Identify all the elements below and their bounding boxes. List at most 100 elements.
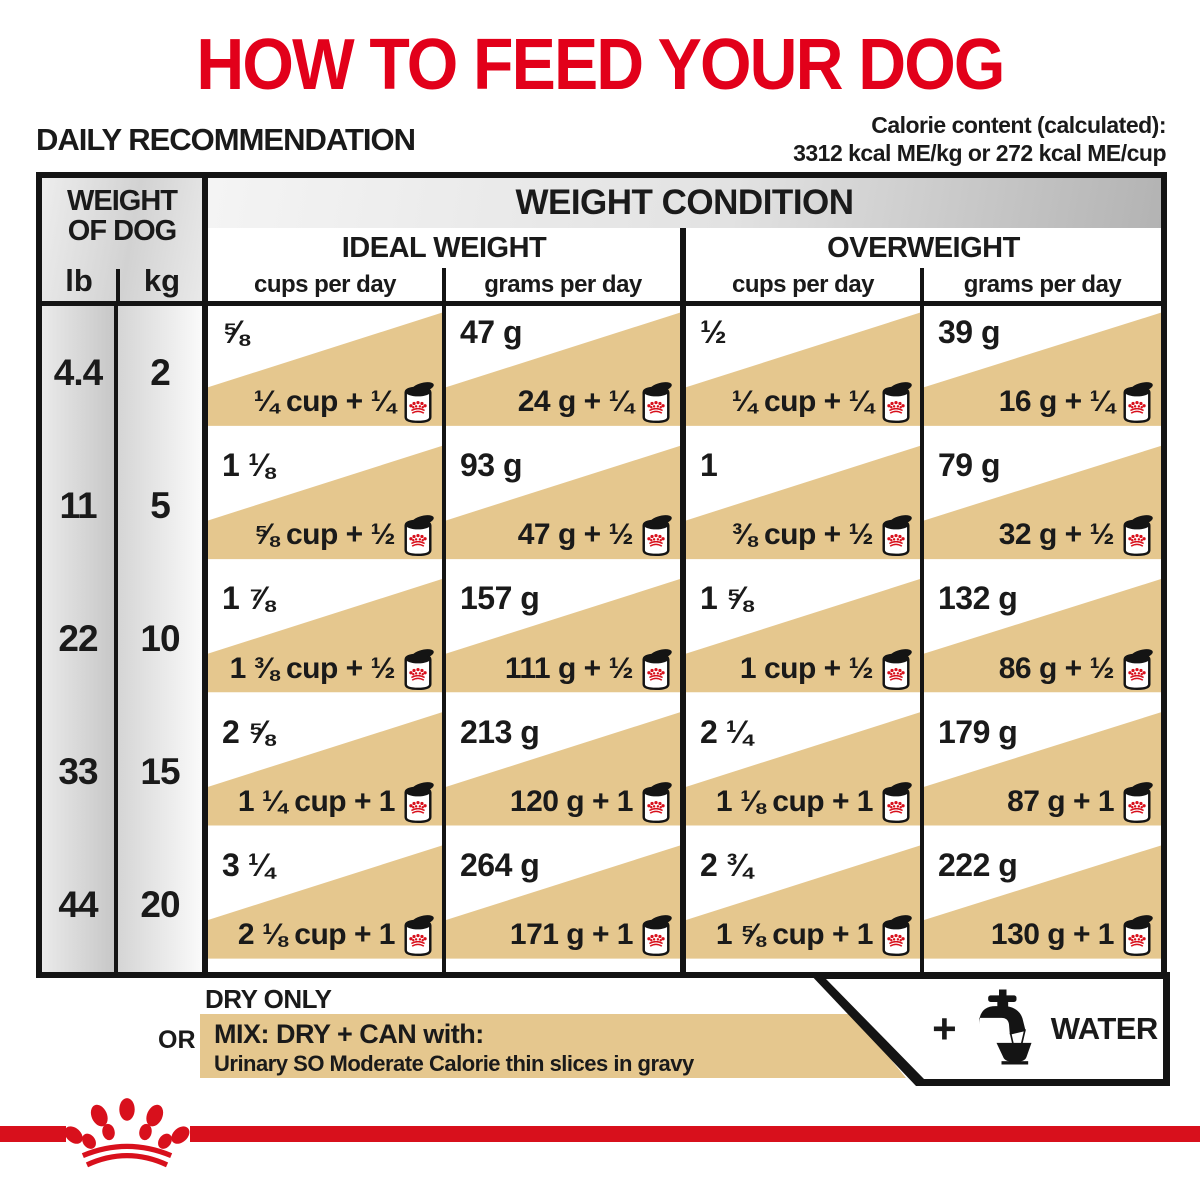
mix-value: ⅜ cup + ½ <box>732 513 913 557</box>
mix-value: 16 g + ¼ <box>999 380 1154 424</box>
dry-value: 1 ⅞ <box>222 580 274 617</box>
can-icon <box>1120 647 1154 691</box>
lb-value: 44 <box>58 884 98 926</box>
water-faucet-icon <box>969 989 1039 1070</box>
mix-value: 1 ⅜ cup + ½ <box>230 647 435 691</box>
can-icon <box>879 780 913 824</box>
overweight-cups-column-header: cups per day <box>686 268 924 306</box>
kg-value: 20 <box>140 884 180 926</box>
can-icon <box>401 780 435 824</box>
dry-value: 157 g <box>460 580 540 617</box>
dry-value: 3 ¼ <box>222 846 274 883</box>
feeding-cell: 93 g 47 g + ½ <box>446 439 686 573</box>
feeding-cell: ⅝ ¼ cup + ¼ <box>208 306 446 440</box>
feeding-cell: 2 ⅝ 1 ¼ cup + 1 <box>208 705 446 839</box>
can-icon <box>1120 513 1154 557</box>
feeding-cell: 1 ⅜ cup + ½ <box>686 439 924 573</box>
kg-value: 5 <box>150 484 171 526</box>
calorie-line-2: 3312 kcal ME/kg or 272 kcal ME/cup <box>793 139 1166 166</box>
lb-value: 22 <box>58 617 98 659</box>
dry-value: 2 ⅝ <box>222 713 274 750</box>
lb-value: 33 <box>58 751 98 793</box>
can-icon <box>639 513 673 557</box>
feeding-cell: 2 ¾ 1 ⅝ cup + 1 <box>686 838 924 972</box>
royal-canin-crown-logo <box>60 1094 194 1170</box>
mix-value: 111 g + ½ <box>505 647 673 691</box>
feeding-cell: 264 g 171 g + 1 <box>446 838 686 972</box>
can-icon <box>1120 780 1154 824</box>
dry-value: 39 g <box>938 314 1001 350</box>
mix-value: 1 cup + ½ <box>740 647 913 691</box>
can-icon <box>401 913 435 957</box>
can-icon <box>639 913 673 957</box>
lb-value: 4.4 <box>53 351 103 393</box>
page-title: HOW TO FEED YOUR DOG <box>196 25 1005 105</box>
feeding-cell: 213 g 120 g + 1 <box>446 705 686 839</box>
feeding-cell: 3 ¼ 2 ⅛ cup + 1 <box>208 838 446 972</box>
kg-value: 15 <box>140 751 180 793</box>
unit-divider <box>116 269 120 301</box>
feeding-cell: 2 ¼ 1 ⅛ cup + 1 <box>686 705 924 839</box>
mix-value: 1 ¼ cup + 1 <box>238 780 435 824</box>
calorie-line-1: Calorie content (calculated): <box>871 112 1166 138</box>
unit-row: lb kg <box>42 261 202 301</box>
dry-value: 47 g <box>460 314 523 350</box>
mix-value: 120 g + 1 <box>510 780 673 824</box>
feeding-cell: 179 g 87 g + 1 <box>924 705 1161 839</box>
can-icon <box>639 780 673 824</box>
can-icon <box>401 647 435 691</box>
weight-condition-header: WEIGHT CONDITION <box>208 178 1161 228</box>
can-icon <box>639 647 673 691</box>
mix-value: 32 g + ½ <box>999 513 1154 557</box>
mix-value: ¼ cup + ¼ <box>254 380 435 424</box>
can-icon <box>639 380 673 424</box>
mix-value: ⅝ cup + ½ <box>254 513 435 557</box>
can-icon <box>401 380 435 424</box>
ideal-cups-column-header: cups per day <box>208 268 446 306</box>
feeding-cell: ½ ¼ cup + ¼ <box>686 306 924 440</box>
feeding-cell: 1 ⅝ 1 cup + ½ <box>686 572 924 706</box>
mix-value: 47 g + ½ <box>518 513 673 557</box>
mix-value: 1 ⅝ cup + 1 <box>716 913 913 957</box>
lb-value: 11 <box>59 484 97 526</box>
calorie-content-note: Calorie content (calculated): 3312 kcal … <box>793 112 1166 167</box>
lb-values-column: 4.4 11 22 33 44 <box>42 306 118 972</box>
mix-legend-subtitle: Urinary SO Moderate Calorie thin slices … <box>214 1051 694 1076</box>
footer-red-stripe-right <box>190 1126 1200 1142</box>
dry-value: 2 ¾ <box>700 846 752 883</box>
water-content: + WATER <box>926 972 1164 1086</box>
dry-value: 132 g <box>938 580 1018 617</box>
mix-value: 24 g + ¼ <box>518 380 673 424</box>
feeding-cell: 47 g 24 g + ¼ <box>446 306 686 440</box>
overweight-header: OVERWEIGHT <box>686 228 1161 268</box>
feeding-cell: 222 g 130 g + 1 <box>924 838 1161 972</box>
feeding-cell: 157 g 111 g + ½ <box>446 572 686 706</box>
dry-value: 179 g <box>938 713 1018 750</box>
footer-red-stripe-left <box>0 1126 66 1142</box>
feeding-cell: 1 ⅞ 1 ⅜ cup + ½ <box>208 572 446 706</box>
feeding-cell: 39 g 16 g + ¼ <box>924 306 1161 440</box>
can-icon <box>1120 913 1154 957</box>
mix-value: 2 ⅛ cup + 1 <box>238 913 435 957</box>
can-icon <box>879 913 913 957</box>
feeding-cell: 132 g 86 g + ½ <box>924 572 1161 706</box>
overweight-grams-column-header: grams per day <box>924 268 1161 306</box>
water-label: WATER <box>1050 1011 1159 1046</box>
feeding-cell: 1 ⅛ ⅝ cup + ½ <box>208 439 446 573</box>
kg-unit-label: kg <box>143 263 181 298</box>
plus-sign: + <box>932 1005 957 1052</box>
dry-value: ⅝ <box>222 314 249 350</box>
mix-legend-box: MIX: DRY + CAN with: Urinary SO Moderate… <box>200 1014 906 1078</box>
dry-value: 1 ⅝ <box>700 580 752 617</box>
dry-value: 222 g <box>938 846 1018 883</box>
ideal-weight-header: IDEAL WEIGHT <box>208 228 686 268</box>
mix-value: 87 g + 1 <box>1007 780 1154 824</box>
feeding-table: WEIGHT OF DOG lb kg WEIGHT CONDITION IDE… <box>36 172 1167 978</box>
kg-value: 10 <box>140 617 180 659</box>
dry-value: ½ <box>700 314 727 350</box>
weight-of-dog-label: WEIGHT OF DOG <box>67 185 178 248</box>
dry-value: 2 ¼ <box>700 713 752 750</box>
weight-of-dog-header: WEIGHT OF DOG lb kg <box>42 178 208 306</box>
can-icon <box>879 380 913 424</box>
